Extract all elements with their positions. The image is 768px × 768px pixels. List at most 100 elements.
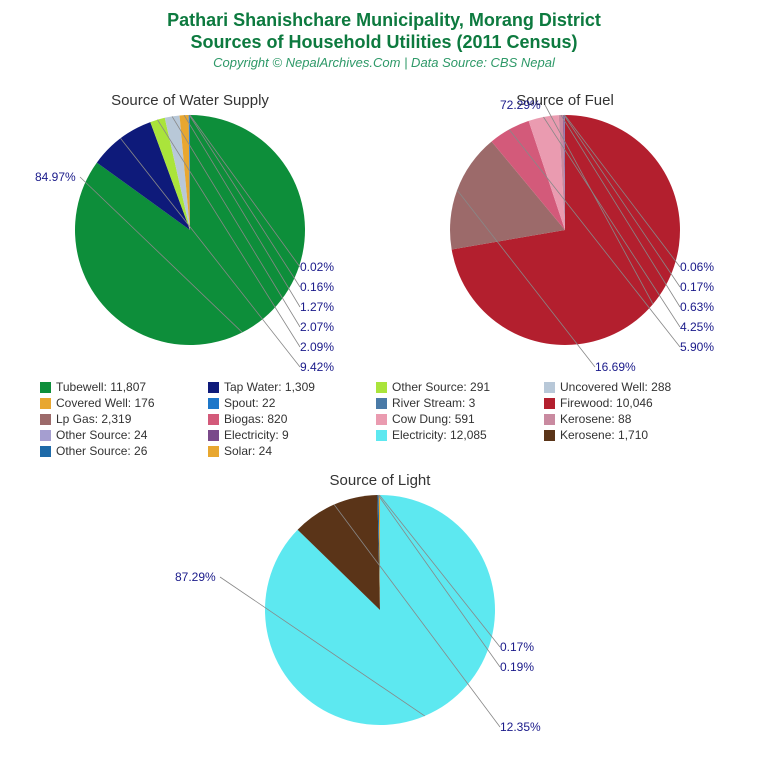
- legend-item: Electricity: 12,085: [376, 428, 536, 442]
- water-slice: [180, 115, 190, 230]
- legend-item: Kerosene: 1,710: [544, 428, 704, 442]
- water-slice: [97, 122, 190, 230]
- legend-swatch: [40, 398, 51, 409]
- legend-swatch: [208, 398, 219, 409]
- legend-swatch: [376, 382, 387, 393]
- water-leader-line: [157, 120, 300, 347]
- legend-item: Other Source: 26: [40, 444, 200, 458]
- legend-swatch: [376, 430, 387, 441]
- fuel-leader-line: [457, 190, 595, 367]
- legend-label: Uncovered Well: 288: [560, 380, 671, 394]
- light-slice: [379, 495, 380, 610]
- legend-swatch: [40, 382, 51, 393]
- fuel-slice: [559, 115, 565, 230]
- water-slice: [75, 115, 305, 345]
- light-leader-line: [334, 505, 500, 727]
- fuel-slice: [450, 141, 565, 249]
- legend-item: Other Source: 291: [376, 380, 536, 394]
- legend-label: Other Source: 291: [392, 380, 490, 394]
- light-pct-label: 0.17%: [500, 640, 534, 654]
- fuel-leader-line: [545, 105, 653, 304]
- legend-swatch: [376, 398, 387, 409]
- legend-item: Kerosene: 88: [544, 412, 704, 426]
- legend-label: Biogas: 820: [224, 412, 287, 426]
- fuel-slice: [563, 115, 565, 230]
- fuel-leader-line: [543, 117, 680, 327]
- water-leader-line: [80, 177, 242, 332]
- water-pct-label: 2.07%: [300, 320, 334, 334]
- fuel-pct-label: 0.63%: [680, 300, 714, 314]
- legend-item: Other Source: 24: [40, 428, 200, 442]
- legend-swatch: [544, 414, 555, 425]
- legend-label: River Stream: 3: [392, 396, 475, 410]
- light-leader-line: [378, 495, 500, 667]
- water-leader-line: [172, 116, 300, 327]
- light-pct-label: 0.19%: [500, 660, 534, 674]
- subtitle: Copyright © NepalArchives.Com | Data Sou…: [0, 55, 768, 70]
- legend-item: Cow Dung: 591: [376, 412, 536, 426]
- main-title-line2: Sources of Household Utilities (2011 Cen…: [0, 32, 768, 54]
- fuel-slice: [492, 121, 565, 230]
- title-area: Pathari Shanishchare Municipality, Moran…: [0, 0, 768, 70]
- water-chart-title: Source of Water Supply: [50, 92, 330, 109]
- legend-swatch: [208, 446, 219, 457]
- legend-label: Lp Gas: 2,319: [56, 412, 131, 426]
- water-leader-line: [184, 115, 300, 307]
- light-pct-label: 87.29%: [175, 570, 216, 584]
- legend-swatch: [40, 430, 51, 441]
- fuel-chart-title: Source of Fuel: [425, 92, 705, 109]
- water-leader-line: [190, 115, 300, 267]
- light-leader-line: [379, 495, 500, 647]
- legend-label: Other Source: 24: [56, 428, 147, 442]
- fuel-slice: [452, 115, 680, 345]
- water-pct-label: 0.16%: [300, 280, 334, 294]
- water-pct-label: 1.27%: [300, 300, 334, 314]
- legend-label: Covered Well: 176: [56, 396, 155, 410]
- legend-item: Spout: 22: [208, 396, 368, 410]
- fuel-leader-line: [561, 115, 680, 307]
- legend-label: Cow Dung: 591: [392, 412, 475, 426]
- legend-swatch: [40, 414, 51, 425]
- fuel-pct-label: 72.29%: [500, 98, 541, 112]
- water-slice: [189, 115, 190, 230]
- light-slice: [298, 495, 380, 610]
- light-pct-label: 12.35%: [500, 720, 541, 734]
- fuel-pct-label: 16.69%: [595, 360, 636, 374]
- legend-swatch: [544, 430, 555, 441]
- light-slice: [265, 495, 495, 725]
- legend-swatch: [208, 382, 219, 393]
- legend: Tubewell: 11,807 Tap Water: 1,309 Other So…: [40, 380, 740, 460]
- legend-item: Tubewell: 11,807: [40, 380, 200, 394]
- legend-label: Electricity: 12,085: [392, 428, 487, 442]
- legend-swatch: [208, 430, 219, 441]
- light-chart-title: Source of Light: [240, 472, 520, 489]
- legend-item: Solar: 24: [208, 444, 368, 458]
- water-slice: [150, 118, 190, 230]
- legend-label: Tap Water: 1,309: [224, 380, 315, 394]
- fuel-pct-label: 0.17%: [680, 280, 714, 294]
- legend-label: Kerosene: 1,710: [560, 428, 648, 442]
- fuel-pct-label: 0.06%: [680, 260, 714, 274]
- water-leader-line: [189, 115, 300, 287]
- legend-item: Firewood: 10,046: [544, 396, 704, 410]
- legend-label: Spout: 22: [224, 396, 275, 410]
- water-pct-label: 0.02%: [300, 260, 334, 274]
- legend-label: Solar: 24: [224, 444, 272, 458]
- legend-label: Firewood: 10,046: [560, 396, 653, 410]
- water-leader-line: [121, 138, 300, 367]
- light-slice: [377, 495, 380, 610]
- legend-item: Tap Water: 1,309: [208, 380, 368, 394]
- legend-swatch: [40, 446, 51, 457]
- water-pct-label: 2.09%: [300, 340, 334, 354]
- fuel-slice: [529, 115, 565, 230]
- water-pct-label: 9.42%: [300, 360, 334, 374]
- water-pct-label: 84.97%: [35, 170, 76, 184]
- legend-item: Lp Gas: 2,319: [40, 412, 200, 426]
- main-title-line1: Pathari Shanishchare Municipality, Moran…: [0, 10, 768, 32]
- legend-swatch: [208, 414, 219, 425]
- legend-label: Tubewell: 11,807: [56, 380, 146, 394]
- legend-item: Electricity: 9: [208, 428, 368, 442]
- legend-item: Uncovered Well: 288: [544, 380, 704, 394]
- legend-swatch: [544, 382, 555, 393]
- fuel-slice: [564, 115, 565, 230]
